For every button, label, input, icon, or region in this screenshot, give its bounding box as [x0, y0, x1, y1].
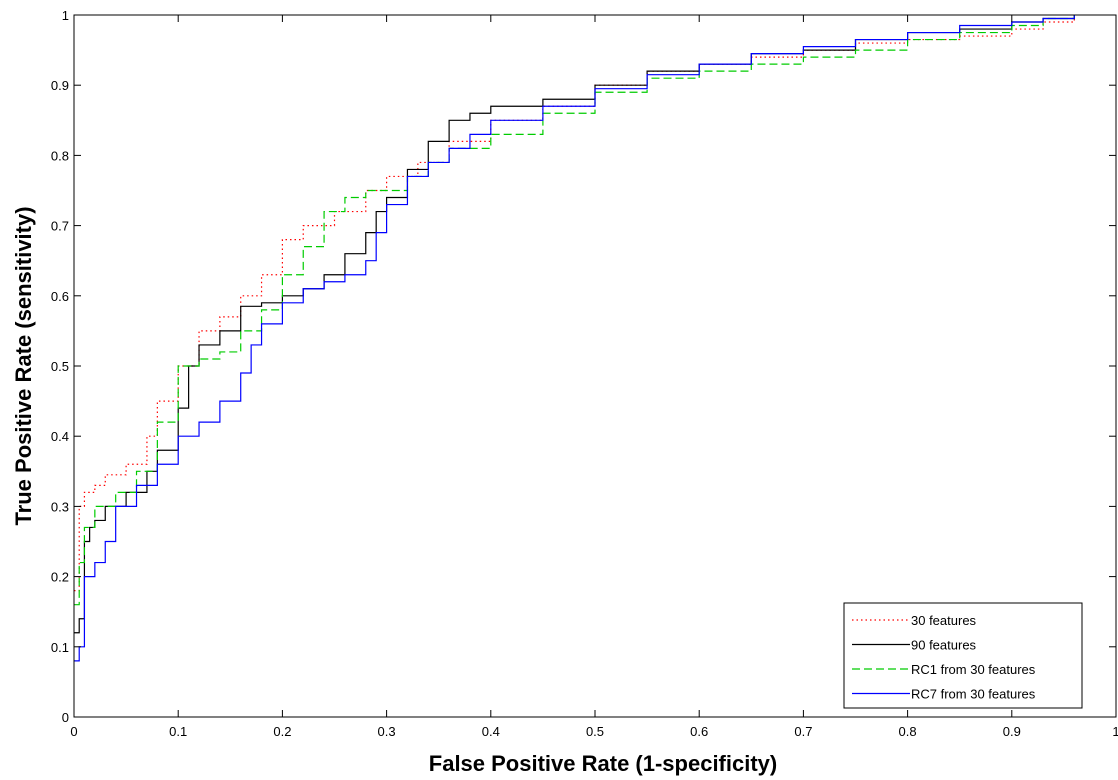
- legend-label: RC7 from 30 features: [911, 687, 1036, 702]
- y-tick-label: 0.8: [51, 148, 69, 163]
- y-axis-label: True Positive Rate (sensitivity): [11, 206, 36, 525]
- x-tick-label: 0.8: [899, 724, 917, 739]
- series-line-4: [74, 15, 1075, 662]
- y-tick-label: 0.7: [51, 219, 69, 234]
- y-tick-label: 0.9: [51, 78, 69, 93]
- plot-area: [74, 15, 1116, 717]
- x-axis: 0 0.1 0.2 0.3 0.4 0.5 0.6 0.7 0.8 0.9 1: [70, 15, 1118, 739]
- x-tick-label: 0.4: [482, 724, 500, 739]
- legend: 30 features 90 features RC1 from 30 featur…: [843, 602, 1083, 709]
- x-tick-label: 0.3: [378, 724, 396, 739]
- series-layer: [74, 15, 1075, 662]
- legend-label: RC1 from 30 features: [911, 662, 1036, 677]
- x-axis-label: False Positive Rate (1-specificity): [429, 751, 777, 776]
- y-tick-label: 0.3: [51, 499, 69, 514]
- y-tick-label: 0.2: [51, 570, 69, 585]
- x-tick-label: 0.5: [586, 724, 604, 739]
- y-tick-label: 0.5: [51, 359, 69, 374]
- x-tick-label: 0: [70, 724, 77, 739]
- x-tick-label: 0.7: [794, 724, 812, 739]
- y-axis: 0 0.1 0.2 0.3 0.4 0.5 0.6 0.7 0.8 0.9 1: [51, 8, 1116, 725]
- x-tick-label: 0.9: [1003, 724, 1021, 739]
- x-tick-label: 0.1: [169, 724, 187, 739]
- y-tick-label: 0.6: [51, 289, 69, 304]
- legend-label: 90 features: [911, 638, 977, 653]
- x-tick-label: 1: [1112, 724, 1118, 739]
- legend-label: 30 features: [911, 613, 977, 628]
- x-tick-label: 0.6: [690, 724, 708, 739]
- x-tick-label: 0.2: [273, 724, 291, 739]
- y-tick-label: 0.1: [51, 640, 69, 655]
- y-tick-label: 1: [62, 8, 69, 23]
- y-tick-label: 0.4: [51, 429, 69, 444]
- y-tick-label: 0: [62, 710, 69, 725]
